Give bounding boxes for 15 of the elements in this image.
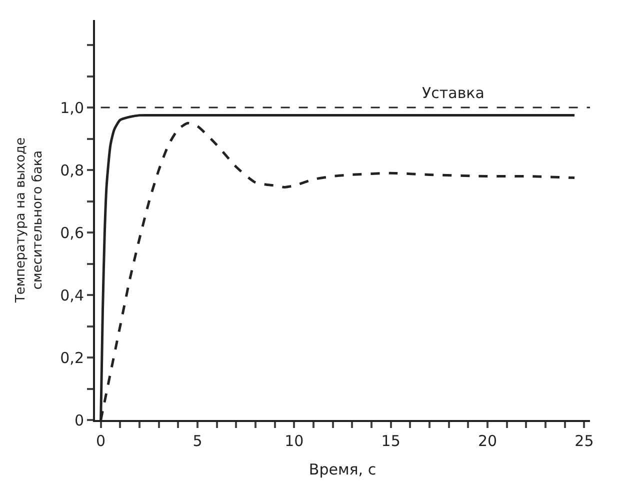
y-tick-label: 0,6: [60, 224, 84, 242]
y-tick-label: 0,8: [60, 161, 84, 180]
y-tick-label: 0,4: [60, 286, 84, 304]
y-tick-label: 0: [74, 411, 84, 430]
x-tick-label: 20: [478, 432, 498, 450]
x-tick-label: 5: [192, 432, 202, 450]
y-tick-label: 0,2: [60, 348, 84, 367]
x-tick-label: 25: [574, 432, 594, 450]
ref-line-label: Уставка: [422, 84, 484, 102]
x-tick-label: 0: [96, 432, 106, 450]
x-axis-title: Время, с: [308, 460, 376, 478]
x-tick-label: 15: [381, 432, 400, 450]
y-axis-title: Температура на выходе смесительного бака: [14, 137, 46, 304]
y-tick-label: 1,0: [60, 98, 84, 117]
x-tick-label: 10: [284, 432, 304, 450]
